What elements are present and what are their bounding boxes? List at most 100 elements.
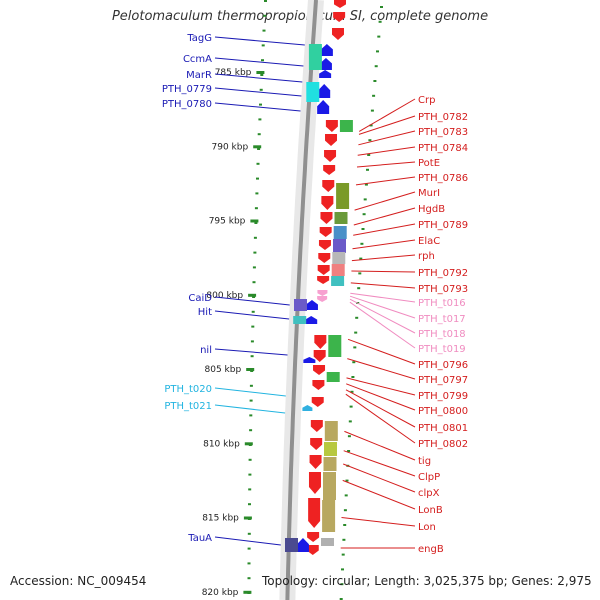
right-gene-label: PTH_t016 [418,298,466,309]
scale-dot [259,88,263,91]
gene-arrow-red [325,134,338,146]
left-label-leader [214,296,290,306]
left-gene-label: MarR [186,70,212,81]
cog-box-left [293,316,307,324]
scale-tick-label: 790 kbp [212,142,249,152]
ring-dot [372,94,376,97]
right-gene-label: PTH_0792 [418,268,468,279]
ring-dot [366,168,369,171]
ring-dot [358,272,362,275]
scale-tick [246,368,255,371]
left-gene-label: nil [200,345,212,356]
left-gene-label: CcmA [183,54,212,65]
gene-arrow-red [313,350,326,362]
cog-box [323,472,336,500]
left-label-leader [214,87,302,97]
ring-dot [369,124,373,127]
right-gene-label: HgdB [418,204,445,215]
scale-dot [254,207,258,210]
left-label-leader [214,348,288,356]
scale-dot [249,384,253,387]
ring-dot [344,494,348,497]
left-gene-label: PTH_t020 [164,384,212,395]
right-gene-label: PTH_0799 [418,391,468,402]
left-gene-label: Hit [198,307,212,318]
cog-box [332,252,346,264]
right-gene-label: LonB [418,505,443,516]
cog-box [331,264,345,276]
ring-dot [377,35,381,38]
ring-dot [345,479,349,482]
gene-arrow-red [310,438,323,450]
right-label-leader [358,115,416,135]
scale-dot [250,340,254,343]
gene-arrow-red [317,265,330,275]
gene-arrow-red [333,12,346,22]
ring-dot [341,553,345,556]
gene-arrow-blue [305,300,318,310]
scale-dot [251,325,255,328]
right-label-leader [347,338,416,365]
left-label-leader [214,57,304,67]
right-label-leader [349,298,416,334]
gene-arrow-red [309,455,322,469]
gene-arrow-red [308,498,321,528]
left-label-leader [214,73,303,83]
ring-dot [364,183,368,186]
cog-box [328,335,342,357]
ring-dot [347,435,351,438]
ring-dot [353,346,357,349]
scale-dot [259,103,262,106]
scale-dot [256,162,260,165]
scale-dot [261,59,264,62]
scale-dot [261,44,265,47]
right-label-leader [343,450,416,477]
scale-tick [250,219,259,223]
cog-box [331,276,345,286]
right-gene-label: PTH_t018 [418,329,466,340]
left-gene-label: PTH_0779 [162,84,212,95]
cog-box-left [306,82,320,102]
scale-tick-label: 820 kbp [202,588,239,598]
gene-arrow-red [331,28,344,40]
right-gene-label: PTH_0800 [418,406,468,417]
right-gene-label: PotE [418,158,440,169]
gene-arrow-blue [320,44,333,56]
right-gene-label: PTH_0784 [418,143,468,154]
left-label-leader [214,387,286,397]
gene-arrow-red [314,335,327,349]
right-label-leader [356,161,416,168]
scale-dot [264,0,267,2]
scale-dot [252,296,256,298]
trna-arrow-pink [317,296,328,302]
right-label-leader [357,146,416,156]
cog-box [333,226,347,239]
right-label-leader [353,223,416,236]
scale-dot [257,133,261,136]
cog-box [336,183,350,209]
map-title: Pelotomaculum thermopropionicum SI, comp… [111,9,489,24]
right-gene-label: PTH_0796 [418,360,468,371]
cog-box [333,239,346,253]
right-gene-label: PTH_0797 [418,375,468,386]
gene-arrow-blue [319,58,332,70]
right-label-leader [355,176,416,186]
scale-tick-label: 795 kbp [209,217,246,227]
scale-dot [254,222,258,224]
ring-dot [343,509,347,512]
gene-arrow-red [323,165,336,175]
scale-dot [248,503,251,506]
left-label-leader [214,102,301,112]
left-label-leader [214,310,290,320]
scale-tick [243,590,252,594]
right-label-leader [351,254,416,262]
gene-arrow-red [322,180,335,192]
scale-dot [253,251,257,254]
scale-tick [244,442,253,446]
scale-dot [247,547,251,550]
right-label-leader [358,130,416,146]
right-gene-label: PTH_0789 [418,220,468,231]
cog-box-left [285,538,298,552]
right-gene-label: PTH_0782 [418,112,468,123]
